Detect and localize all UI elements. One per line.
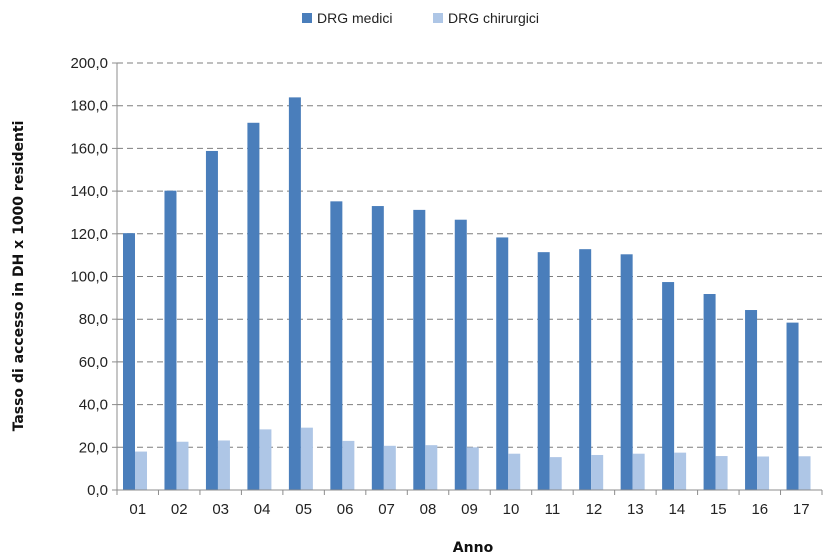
bar-drg-medici-01 [123, 233, 135, 491]
bar-drg-medici-02 [164, 190, 177, 490]
y-tick-label: 200,0 [70, 55, 108, 72]
bar-drg-medici-04 [247, 122, 260, 490]
bar-drg-chirurgici-05 [300, 427, 313, 490]
bar-drg-medici-17 [786, 322, 799, 490]
x-tick-labels: 01 02 03 04 05 06 07 08 09 10 11 12 13 14 15 16 17 [116, 490, 823, 518]
bar-drg-chirurgici-09 [466, 447, 479, 490]
bar-drg-medici-11 [537, 252, 550, 490]
y-tick-label: 160,0 [70, 140, 108, 157]
y-tick-label: 100,0 [70, 269, 108, 286]
bar-drg-chirurgici-11 [549, 457, 562, 490]
bar-drg-medici-07 [371, 206, 384, 491]
bar-drg-medici-09 [454, 219, 467, 491]
x-tick-label: 14 [669, 501, 686, 518]
legend-label-drg-medici: DRG medici [317, 10, 392, 26]
bar-drg-chirurgici-01 [135, 451, 147, 490]
bar-drg-chirurgici-14 [674, 452, 687, 490]
bar-drg-chirurgici-04 [259, 429, 272, 490]
bar-drg-medici-16 [745, 310, 758, 490]
x-axis-title: Anno [453, 540, 494, 556]
x-tick-label: 13 [627, 501, 644, 518]
x-tick-label: 10 [503, 501, 520, 518]
y-axis-title: Tasso di accesso in DH x 1000 residenti [11, 121, 27, 432]
bar-drg-chirurgici-16 [757, 456, 770, 490]
x-tick-label: 06 [337, 501, 354, 518]
x-tick-label: 09 [461, 501, 478, 518]
bar-drg-chirurgici-13 [632, 453, 645, 490]
y-tick-label: 20,0 [79, 439, 108, 456]
y-tick-label: 140,0 [70, 183, 108, 200]
y-tick-label: 0,0 [87, 482, 108, 499]
x-tick-label: 16 [751, 501, 768, 518]
bar-drg-medici-15 [703, 294, 716, 490]
x-tick-label: 05 [295, 501, 312, 518]
bars [123, 97, 811, 491]
y-tick-label: 40,0 [79, 397, 108, 414]
x-tick-label: 17 [793, 501, 810, 518]
bar-drg-chirurgici-17 [798, 456, 811, 490]
y-tick-label: 120,0 [70, 226, 108, 243]
bar-drg-medici-14 [662, 282, 675, 490]
bar-drg-chirurgici-08 [425, 445, 438, 490]
x-tick-label: 12 [586, 501, 603, 518]
y-tick-label: 60,0 [79, 354, 108, 371]
bar-drg-medici-12 [579, 249, 592, 490]
bar-drg-medici-13 [620, 254, 633, 490]
x-tick-label: 04 [254, 501, 271, 518]
bar-drg-chirurgici-06 [342, 440, 355, 490]
bar-drg-chirurgici-02 [176, 441, 189, 490]
gridlines [117, 62, 822, 448]
legend-swatch-drg-medici [302, 13, 312, 23]
bar-drg-medici-05 [288, 97, 301, 490]
legend-swatch-drg-chirurgici [433, 13, 443, 23]
bar-drg-medici-03 [205, 150, 218, 490]
bar-drg-chirurgici-07 [383, 445, 396, 490]
x-tick-label: 08 [420, 501, 437, 518]
y-tick-label: 80,0 [79, 311, 108, 328]
bar-drg-chirurgici-15 [715, 456, 728, 490]
bar-drg-medici-06 [330, 201, 343, 490]
bar-drg-medici-08 [413, 209, 426, 490]
x-tick-label: 11 [545, 501, 561, 518]
bar-drg-medici-10 [496, 237, 509, 490]
y-tick-labels: 0,0 20,0 40,0 60,0 80,0 100,0 120,0 140,0 160,0 1… [70, 55, 117, 499]
x-tick-label: 03 [212, 501, 229, 518]
legend: DRG medici DRG chirurgici [302, 10, 539, 26]
bar-drg-chirurgici-10 [508, 453, 521, 490]
x-tick-label: 15 [710, 501, 727, 518]
legend-label-drg-chirurgici: DRG chirurgici [448, 10, 539, 26]
x-tick-label: 07 [378, 501, 395, 518]
bar-drg-chirurgici-12 [591, 454, 604, 490]
bar-drg-chirurgici-03 [217, 440, 230, 490]
y-tick-label: 180,0 [70, 98, 108, 115]
x-tick-label: 01 [129, 501, 146, 518]
x-tick-label: 02 [171, 501, 188, 518]
